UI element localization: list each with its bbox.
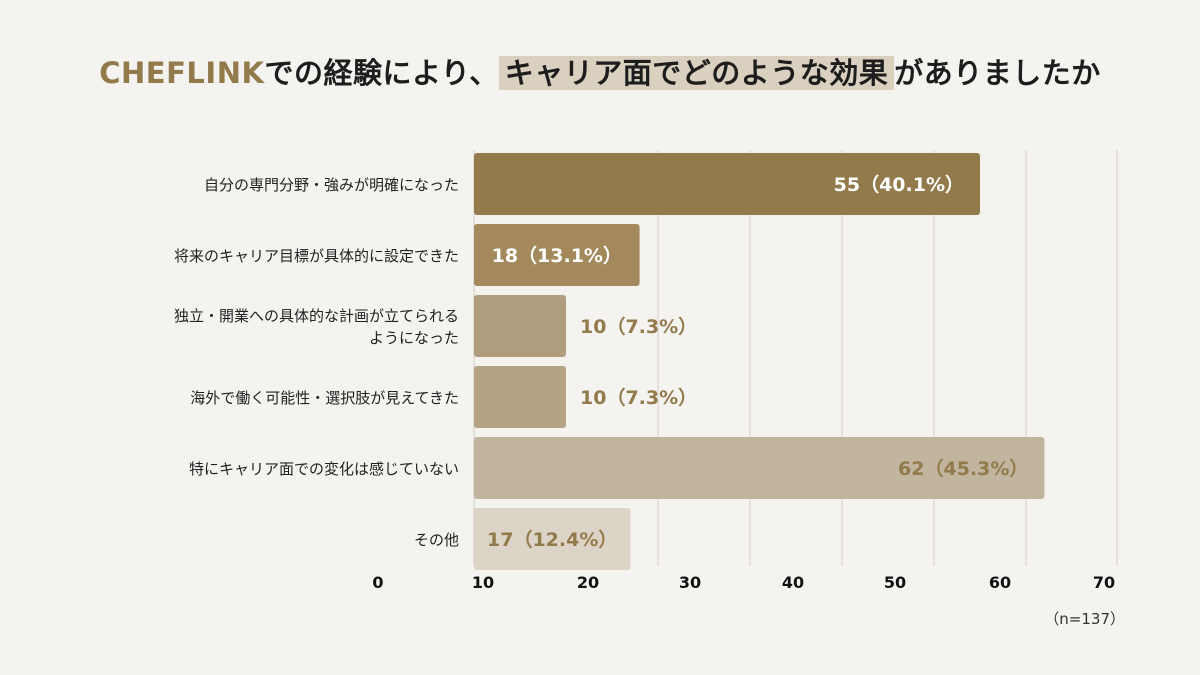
x-tick-label: 0 [372,573,383,592]
value-label: 17（12.4%） [487,528,617,551]
category-label: その他 [414,531,459,549]
value-label: 62（45.3%） [898,457,1028,480]
x-tick-label: 10 [472,573,494,592]
x-tick-label: 70 [1093,573,1115,592]
x-tick-label: 60 [989,573,1011,592]
category-label: 特にキャリア面での変化は感じていない [189,460,459,478]
value-label: 10（7.3%） [580,315,697,338]
bar [474,295,566,357]
value-label: 55（40.1%） [834,173,964,196]
bar [474,153,980,215]
bar [474,508,631,570]
value-label: 18（13.1%） [492,244,622,267]
bar [474,366,566,428]
category-label: ようになった [369,329,459,347]
bar [474,437,1045,499]
x-tick-label: 40 [782,573,804,592]
title-brand: CHEFLINK [99,56,265,90]
category-label: 独立・開業への具体的な計画が立てられる [174,307,459,325]
bar [474,224,640,286]
x-tick-label: 30 [679,573,701,592]
value-label: 10（7.3%） [580,386,697,409]
category-label: 将来のキャリア目標が具体的に設定できた [174,247,459,265]
chart-title: CHEFLINKでの経験により、 キャリア面でどのような効果 がありましたか [0,50,1200,92]
title-highlight: キャリア面でどのような効果 [498,56,895,90]
x-tick-label: 50 [884,573,906,592]
x-tick-label: 20 [577,573,599,592]
title-part1: での経験により、 [264,56,499,90]
title-part2: がありましたか [894,56,1101,90]
sample-size-note: （n=137） [1044,610,1125,628]
category-label: 自分の専門分野・強みが明確になった [204,176,459,194]
category-label: 海外で働く可能性・選択肢が見えてきた [190,389,459,407]
